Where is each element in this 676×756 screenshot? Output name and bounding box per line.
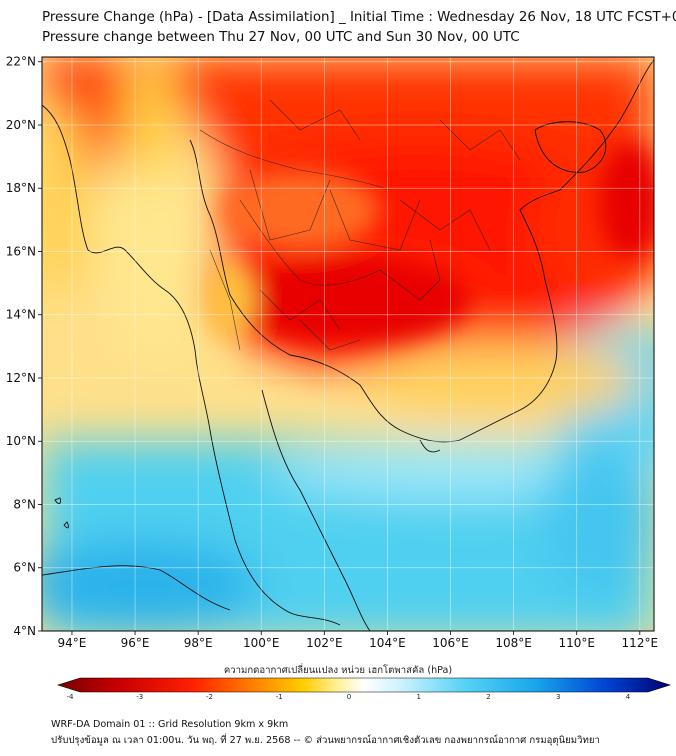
colorbar-ticks: -4 -3 -2 -1 0 1 2 3 4 bbox=[67, 693, 631, 701]
plot-frame bbox=[41, 56, 655, 632]
title-line-2: Pressure change between Thu 27 Nov, 00 U… bbox=[42, 30, 520, 45]
lon-label: 96°E bbox=[121, 636, 150, 650]
coastlines bbox=[42, 59, 654, 631]
lat-label: 22°N bbox=[6, 55, 36, 69]
colorbar-tick-label: 3 bbox=[556, 693, 560, 700]
pressure-change-map: 22°N 20°N 18°N 16°N 14°N 12°N 10°N 8°N 6°N 4°N 94… bbox=[6, 55, 671, 701]
title-line-1: Pressure Change (hPa) - [Data Assimilati… bbox=[42, 10, 676, 25]
lat-label: 4°N bbox=[13, 624, 36, 638]
colorbar-tick-label: 4 bbox=[626, 693, 631, 700]
lon-label: 106°E bbox=[432, 636, 469, 650]
lon-label: 112°E bbox=[622, 636, 659, 650]
lon-label: 108°E bbox=[495, 636, 532, 650]
lat-label: 12°N bbox=[6, 371, 36, 385]
lon-label: 110°E bbox=[558, 636, 595, 650]
pressure-field bbox=[42, 57, 654, 631]
lat-label: 8°N bbox=[13, 497, 36, 511]
footer-line-2: ปรับปรุงข้อมูล ณ เวลา 01:00น. วัน พฤ. ที… bbox=[51, 735, 600, 746]
colorbar-tick-label: -3 bbox=[136, 693, 143, 700]
lat-label: 14°N bbox=[6, 308, 36, 322]
colorbar-tick-label: 2 bbox=[486, 693, 490, 700]
colorbar: -4 -3 -2 -1 0 1 2 3 4 bbox=[57, 677, 671, 701]
lon-label: 104°E bbox=[369, 636, 406, 650]
latitude-labels: 22°N 20°N 18°N 16°N 14°N 12°N 10°N 8°N 6°N 4°N bbox=[6, 55, 42, 638]
longitude-labels: 94°E 96°E 98°E 100°E 102°E 104°E 106°E 108°E 110… bbox=[58, 631, 659, 650]
colorbar-tick-label: 1 bbox=[417, 693, 421, 700]
colorbar-tick-label: 0 bbox=[347, 693, 351, 700]
colorbar-tick-label: -2 bbox=[206, 693, 213, 700]
colorbar-bar bbox=[57, 677, 671, 693]
lat-label: 6°N bbox=[13, 561, 36, 575]
colorbar-label: ความกดอากาศเปลี่ยนแปลง หน่วย เฮกโตพาสคัล… bbox=[223, 665, 453, 676]
footer-line-1: WRF-DA Domain 01 :: Grid Resolution 9km … bbox=[51, 719, 289, 730]
lat-label: 18°N bbox=[6, 181, 36, 195]
lat-label: 10°N bbox=[6, 434, 36, 448]
lat-label: 20°N bbox=[6, 118, 36, 132]
map-svg: 22°N 20°N 18°N 16°N 14°N 12°N 10°N 8°N 6°N 4°N 94… bbox=[6, 55, 671, 701]
lon-label: 100°E bbox=[243, 636, 280, 650]
lon-label: 102°E bbox=[306, 636, 343, 650]
colorbar-tick-label: -1 bbox=[276, 693, 283, 700]
lon-label: 94°E bbox=[58, 636, 87, 650]
graticule bbox=[42, 57, 654, 632]
lon-label: 98°E bbox=[184, 636, 213, 650]
lat-label: 16°N bbox=[6, 244, 36, 258]
colorbar-tick-label: -4 bbox=[67, 693, 75, 700]
